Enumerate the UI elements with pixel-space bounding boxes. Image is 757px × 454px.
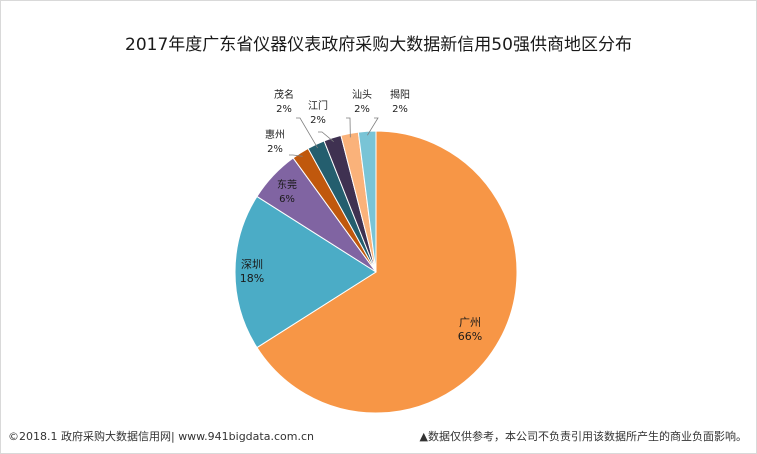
footer-copyright: ©2018.1 政府采购大数据信用网| www.941bigdata.com.c… [8, 430, 314, 443]
slice-label-name-2: 东莞 [277, 178, 297, 191]
slice-label-value-7: 2% [392, 104, 408, 115]
slice-label-value-4: 2% [276, 104, 292, 115]
slice-label-name-4: 茂名 [274, 88, 294, 101]
slice-label-value-0: 66% [458, 330, 482, 343]
slice-label-name-7: 揭阳 [390, 88, 410, 101]
leader-line-6 [346, 117, 351, 138]
pie-slice-7 [357, 130, 377, 273]
slice-label-name-3: 惠州 [265, 128, 285, 141]
leader-line-5 [318, 131, 334, 143]
leader-line-4 [296, 117, 319, 149]
slice-label-value-5: 2% [310, 115, 326, 126]
slice-label-name-1: 深圳 [241, 258, 263, 271]
slice-label-value-6: 2% [354, 104, 370, 115]
pie-slice-0 [256, 130, 518, 414]
slice-label-value-3: 2% [267, 144, 283, 155]
leader-line-3 [289, 154, 303, 157]
pie-slice-1 [234, 195, 377, 349]
footer-disclaimer: ▲数据仅供参考，本公司不负责引用该数据所产生的商业负面影响。 [419, 430, 747, 443]
slice-label-name-0: 广州 [459, 316, 481, 329]
slice-label-value-1: 18% [240, 272, 264, 285]
chart-title: 2017年度广东省仪器仪表政府采购大数据新信用50强供商地区分布 [125, 35, 632, 55]
slice-label-value-2: 6% [279, 194, 295, 205]
slice-label-name-6: 汕头 [352, 89, 372, 101]
leader-line-7 [367, 117, 379, 136]
slice-label-name-5: 江门 [308, 99, 328, 112]
